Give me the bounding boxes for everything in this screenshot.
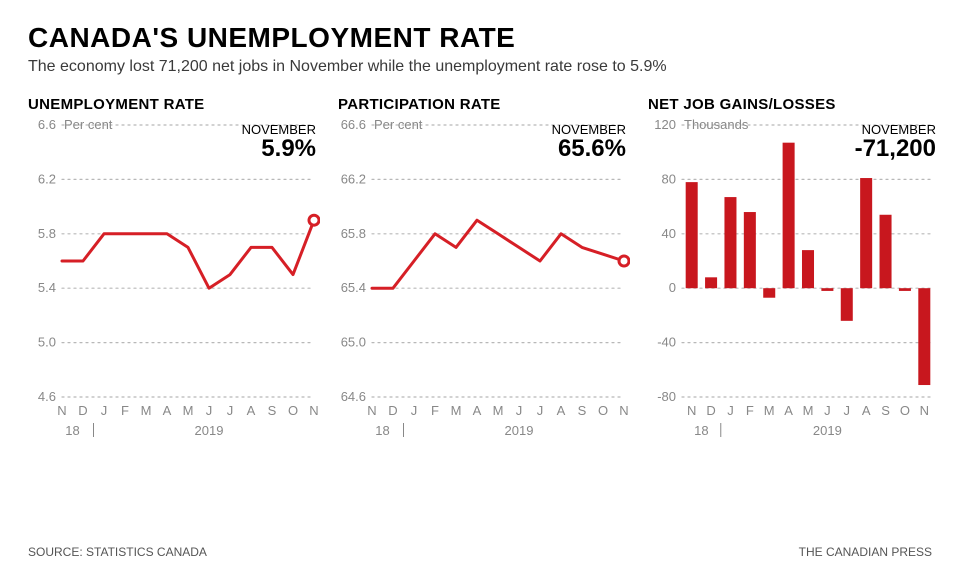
chart-1: 4.65.05.45.86.26.6Per centNDJFMAMJJASON1… <box>28 119 320 459</box>
callout-1: NOVEMBER 5.9% <box>242 122 316 163</box>
svg-text:F: F <box>121 403 129 418</box>
svg-text:5.4: 5.4 <box>38 280 56 295</box>
svg-text:2019: 2019 <box>195 423 224 438</box>
svg-text:Per cent: Per cent <box>374 119 423 132</box>
svg-text:-80: -80 <box>657 389 676 404</box>
callout-2: NOVEMBER 65.6% <box>552 122 626 163</box>
svg-text:N: N <box>57 403 66 418</box>
svg-text:N: N <box>309 403 318 418</box>
svg-text:A: A <box>557 403 566 418</box>
svg-text:A: A <box>163 403 172 418</box>
svg-text:S: S <box>578 403 587 418</box>
svg-text:120: 120 <box>654 119 676 132</box>
svg-text:J: J <box>227 403 234 418</box>
panel-title-1: UNEMPLOYMENT RATE <box>28 96 320 113</box>
main-title: CANADA'S UNEMPLOYMENT RATE <box>28 22 932 54</box>
credit-text: THE CANADIAN PRESS <box>799 545 932 559</box>
panel-title-2: PARTICIPATION RATE <box>338 96 630 113</box>
svg-text:Thousands: Thousands <box>684 119 749 132</box>
svg-text:J: J <box>844 403 851 418</box>
svg-text:M: M <box>183 403 194 418</box>
svg-text:D: D <box>388 403 397 418</box>
svg-text:80: 80 <box>662 171 676 186</box>
svg-text:66.2: 66.2 <box>341 171 366 186</box>
panel-participation: PARTICIPATION RATE NOVEMBER 65.6% 64.6 65… <box>338 96 630 496</box>
svg-text:M: M <box>493 403 504 418</box>
svg-text:5.0: 5.0 <box>38 335 56 350</box>
svg-text:J: J <box>516 403 523 418</box>
svg-text:J: J <box>101 403 108 418</box>
svg-text:N: N <box>619 403 628 418</box>
svg-text:J: J <box>727 403 734 418</box>
svg-text:A: A <box>862 403 871 418</box>
svg-text:Per cent: Per cent <box>64 119 113 132</box>
svg-text:D: D <box>78 403 87 418</box>
subtitle: The economy lost 71,200 net jobs in Nove… <box>28 58 932 76</box>
svg-text:J: J <box>411 403 418 418</box>
svg-text:J: J <box>824 403 831 418</box>
svg-text:18: 18 <box>65 423 79 438</box>
svg-text:6.2: 6.2 <box>38 171 56 186</box>
svg-text:65.4: 65.4 <box>341 280 366 295</box>
svg-text:64.6: 64.6 <box>341 389 366 404</box>
svg-text:N: N <box>920 403 929 418</box>
svg-text:O: O <box>288 403 298 418</box>
svg-text:N: N <box>687 403 696 418</box>
panel-title-3: NET JOB GAINS/LOSSES <box>648 96 940 113</box>
svg-text:D: D <box>706 403 715 418</box>
svg-text:A: A <box>247 403 256 418</box>
callout-value-2: 65.6% <box>552 135 626 163</box>
source-text: SOURCE: STATISTICS CANADA <box>28 545 207 559</box>
svg-text:40: 40 <box>662 226 676 241</box>
svg-text:-40: -40 <box>657 335 676 350</box>
chart-3: -80-4004080120ThousandsNDJFMAMJJASON1820… <box>648 119 940 459</box>
svg-text:O: O <box>900 403 910 418</box>
svg-text:65.8: 65.8 <box>341 226 366 241</box>
svg-text:2019: 2019 <box>505 423 534 438</box>
svg-text:0: 0 <box>669 280 676 295</box>
svg-text:6.6: 6.6 <box>38 119 56 132</box>
svg-text:N: N <box>367 403 376 418</box>
svg-text:4.6: 4.6 <box>38 389 56 404</box>
svg-text:66.6: 66.6 <box>341 119 366 132</box>
callout-3: NOVEMBER -71,200 <box>855 122 936 163</box>
svg-text:F: F <box>431 403 439 418</box>
svg-text:M: M <box>803 403 814 418</box>
svg-text:A: A <box>784 403 793 418</box>
svg-text:65.0: 65.0 <box>341 335 366 350</box>
charts-row: UNEMPLOYMENT RATE NOVEMBER 5.9% 4.6 5.0 5.… <box>28 96 932 496</box>
callout-value-3: -71,200 <box>855 135 936 163</box>
svg-text:O: O <box>598 403 608 418</box>
svg-text:J: J <box>206 403 213 418</box>
svg-text:S: S <box>881 403 890 418</box>
svg-text:18: 18 <box>694 423 708 438</box>
svg-text:5.8: 5.8 <box>38 226 56 241</box>
footer: SOURCE: STATISTICS CANADA THE CANADIAN P… <box>28 545 932 559</box>
svg-text:18: 18 <box>375 423 389 438</box>
svg-text:S: S <box>268 403 277 418</box>
svg-text:F: F <box>746 403 754 418</box>
svg-text:M: M <box>764 403 775 418</box>
svg-text:2019: 2019 <box>813 423 842 438</box>
svg-text:J: J <box>537 403 544 418</box>
svg-text:M: M <box>141 403 152 418</box>
callout-value-1: 5.9% <box>242 135 316 163</box>
panel-netjobs: NET JOB GAINS/LOSSES NOVEMBER -71,200 -8… <box>648 96 940 496</box>
svg-text:M: M <box>451 403 462 418</box>
svg-text:A: A <box>473 403 482 418</box>
panel-unemployment: UNEMPLOYMENT RATE NOVEMBER 5.9% 4.6 5.0 5.… <box>28 96 320 496</box>
chart-2: 64.665.065.465.866.266.6Per centNDJFMAMJ… <box>338 119 630 459</box>
